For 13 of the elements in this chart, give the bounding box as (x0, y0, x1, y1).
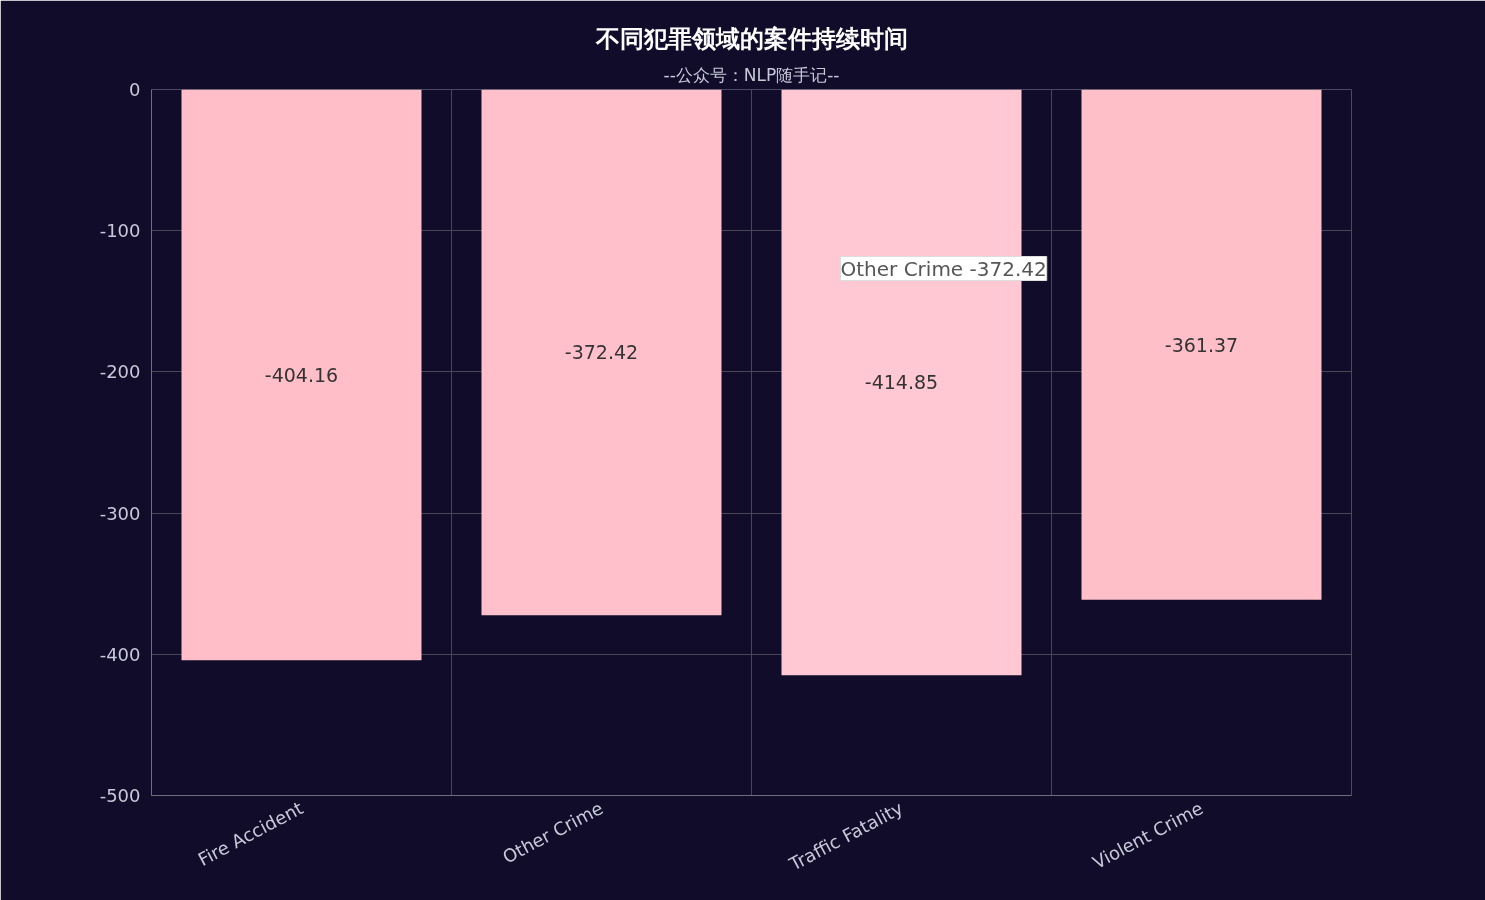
y-tick-label: -400 (99, 643, 141, 665)
y-tick-label: 0 (129, 79, 141, 100)
y-tick-label: -100 (99, 220, 141, 242)
chart-title: 不同犯罪领域的案件持续时间 (594, 24, 908, 53)
data-label: -414.85 (864, 371, 939, 394)
chart-subtitle: --公众号：NLP随手记-- (663, 64, 840, 85)
data-label: -361.37 (1164, 333, 1239, 356)
data-label: -404.16 (264, 363, 339, 386)
annotation: Other Crime -372.42 (840, 256, 1047, 281)
y-tick-label: -500 (99, 785, 141, 806)
data-label: -372.42 (564, 341, 639, 364)
y-tick-label: -200 (99, 361, 141, 383)
y-tick-label: -300 (99, 502, 141, 524)
